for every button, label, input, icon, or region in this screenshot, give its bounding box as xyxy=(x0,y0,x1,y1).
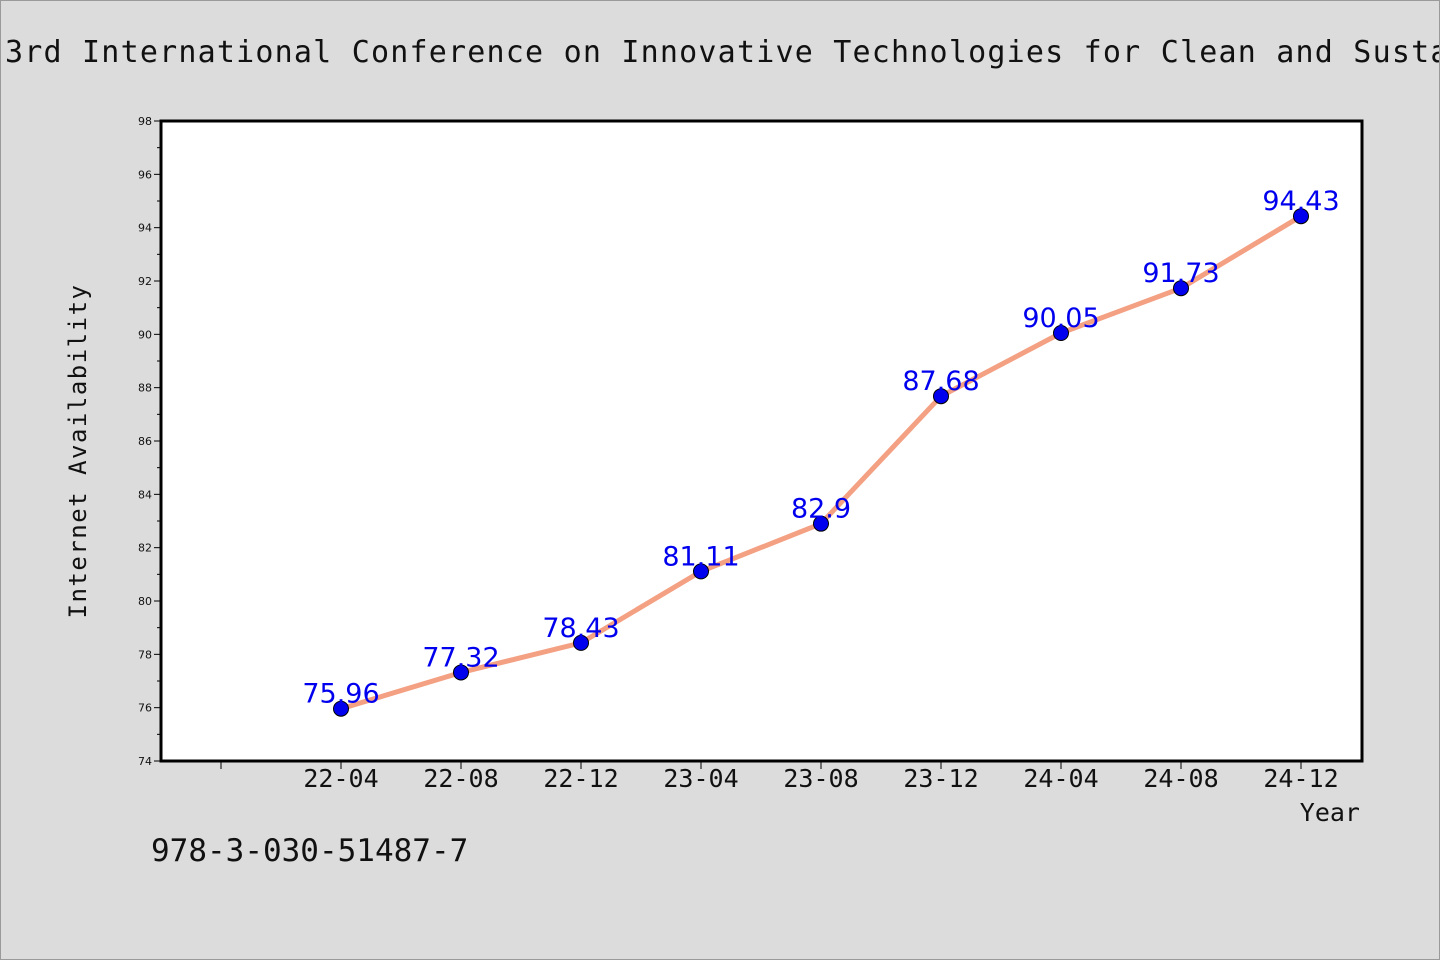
x-tick-label: 24-04 xyxy=(1023,764,1098,793)
data-point xyxy=(933,388,949,405)
data-label: 78.43 xyxy=(542,613,619,644)
y-tick-label: 80 xyxy=(138,595,152,608)
y-tick-label: 92 xyxy=(138,275,152,288)
data-labels: 75.96 77.32 78.43 81.11 82.9 87.68 90.05 91.73 9… xyxy=(302,186,1339,710)
series-markers xyxy=(333,208,1309,717)
data-point xyxy=(693,563,709,580)
y-tick-label: 94 xyxy=(138,222,152,235)
plot-area xyxy=(161,121,1362,761)
data-label: 82.9 xyxy=(791,494,851,525)
y-tick-label: 96 xyxy=(138,168,152,181)
x-tick-label: 22-12 xyxy=(543,764,618,793)
y-tick-label: 82 xyxy=(138,542,152,555)
x-tick-label: 23-12 xyxy=(903,764,978,793)
data-point xyxy=(1053,325,1069,341)
y-tick-label: 86 xyxy=(138,435,152,448)
y-tick-label: 78 xyxy=(138,648,152,661)
y-tick-label: 90 xyxy=(138,328,152,341)
y-tick-label: 76 xyxy=(138,702,152,715)
y-tick-label: 74 xyxy=(138,755,152,768)
x-tick-label: 24-12 xyxy=(1263,764,1338,793)
data-point xyxy=(1173,280,1189,297)
y-tick-label: 98 xyxy=(138,115,152,128)
data-label: 94.43 xyxy=(1262,186,1339,217)
y-tick-label: 84 xyxy=(138,488,152,501)
x-tick-label: 23-08 xyxy=(783,764,858,793)
y-tick-label: 88 xyxy=(138,382,152,395)
data-point xyxy=(333,700,349,717)
x-axis-ticks: 22-04 22-08 22-12 23-04 23-08 23-12 24-04 24-08… xyxy=(220,761,1339,793)
data-label: 75.96 xyxy=(302,679,379,710)
y-axis-ticks: 74 76 78 80 82 84 86 88 90 92 94 96 98 xyxy=(138,115,161,768)
x-tick-label: 23-04 xyxy=(663,764,738,793)
data-label: 91.73 xyxy=(1142,258,1219,289)
plot-border xyxy=(159,119,1364,763)
y-axis-label: Internet Availability xyxy=(64,284,92,619)
x-axis-label: Year xyxy=(1300,798,1360,827)
data-label: 90.05 xyxy=(1022,303,1099,334)
data-label: 81.11 xyxy=(662,541,739,572)
isbn-label: 978-3-030-51487-7 xyxy=(151,833,469,869)
x-tick-label: 24-08 xyxy=(1143,764,1218,793)
x-tick-label: 22-04 xyxy=(303,764,378,793)
data-point xyxy=(573,634,589,651)
x-tick-label: 22-08 xyxy=(423,764,498,793)
data-point xyxy=(813,515,829,532)
data-point xyxy=(1293,208,1309,225)
data-point xyxy=(453,664,469,681)
data-label: 87.68 xyxy=(902,366,979,397)
data-label: 77.32 xyxy=(422,642,499,673)
chart-title: 3rd International Conference on Innovati… xyxy=(5,35,1440,70)
